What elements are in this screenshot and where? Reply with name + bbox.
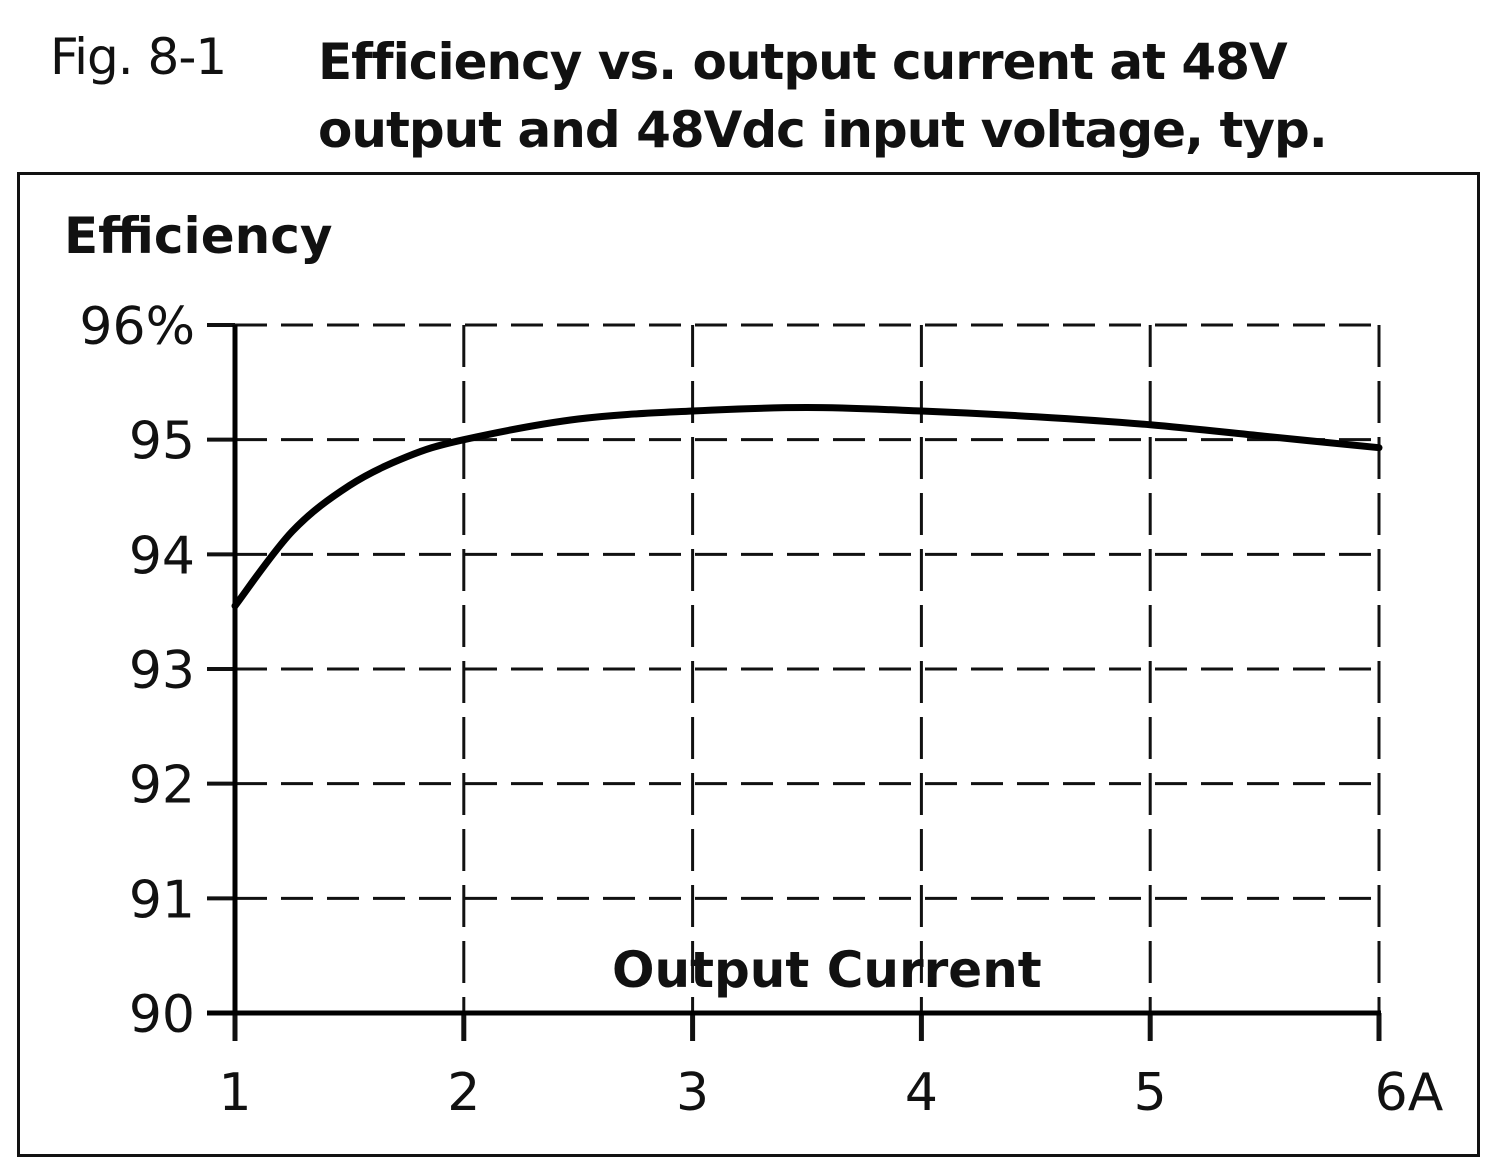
x-tick-label: 4 [905,1063,938,1123]
figure-title: Efficiency vs. output current at 48V out… [318,28,1468,164]
grid [235,323,1381,1013]
x-tick-label: 5 [1134,1063,1167,1123]
x-tick-labels: 1 2 3 4 5 6A [218,1063,1443,1123]
y-axis-label: Efficiency [64,207,332,265]
y-tick-label: 96% [79,297,195,357]
figure-title-line1: Efficiency vs. output current at 48V [318,33,1288,91]
x-tick-label: 6A [1375,1063,1444,1123]
efficiency-curve [231,404,1383,610]
x-axis-label: Output Current [612,941,1042,999]
y-tick-label: 90 [129,985,195,1045]
figure-title-line2: output and 48Vdc input voltage, typ. [318,101,1328,159]
x-tick-label: 1 [218,1063,251,1123]
y-tick-label: 93 [129,641,195,701]
axes [207,323,1382,1041]
y-tick-label: 95 [129,412,195,472]
x-tick-label: 2 [447,1063,480,1123]
y-tick-labels: 90 91 92 93 94 95 96% [79,297,195,1045]
x-tick-label: 3 [676,1063,709,1123]
figure-label: Fig. 8-1 [50,28,227,86]
y-tick-label: 91 [129,870,195,930]
y-tick-label: 94 [129,526,195,586]
y-tick-label: 92 [129,756,195,816]
chart-frame [17,172,1480,1157]
